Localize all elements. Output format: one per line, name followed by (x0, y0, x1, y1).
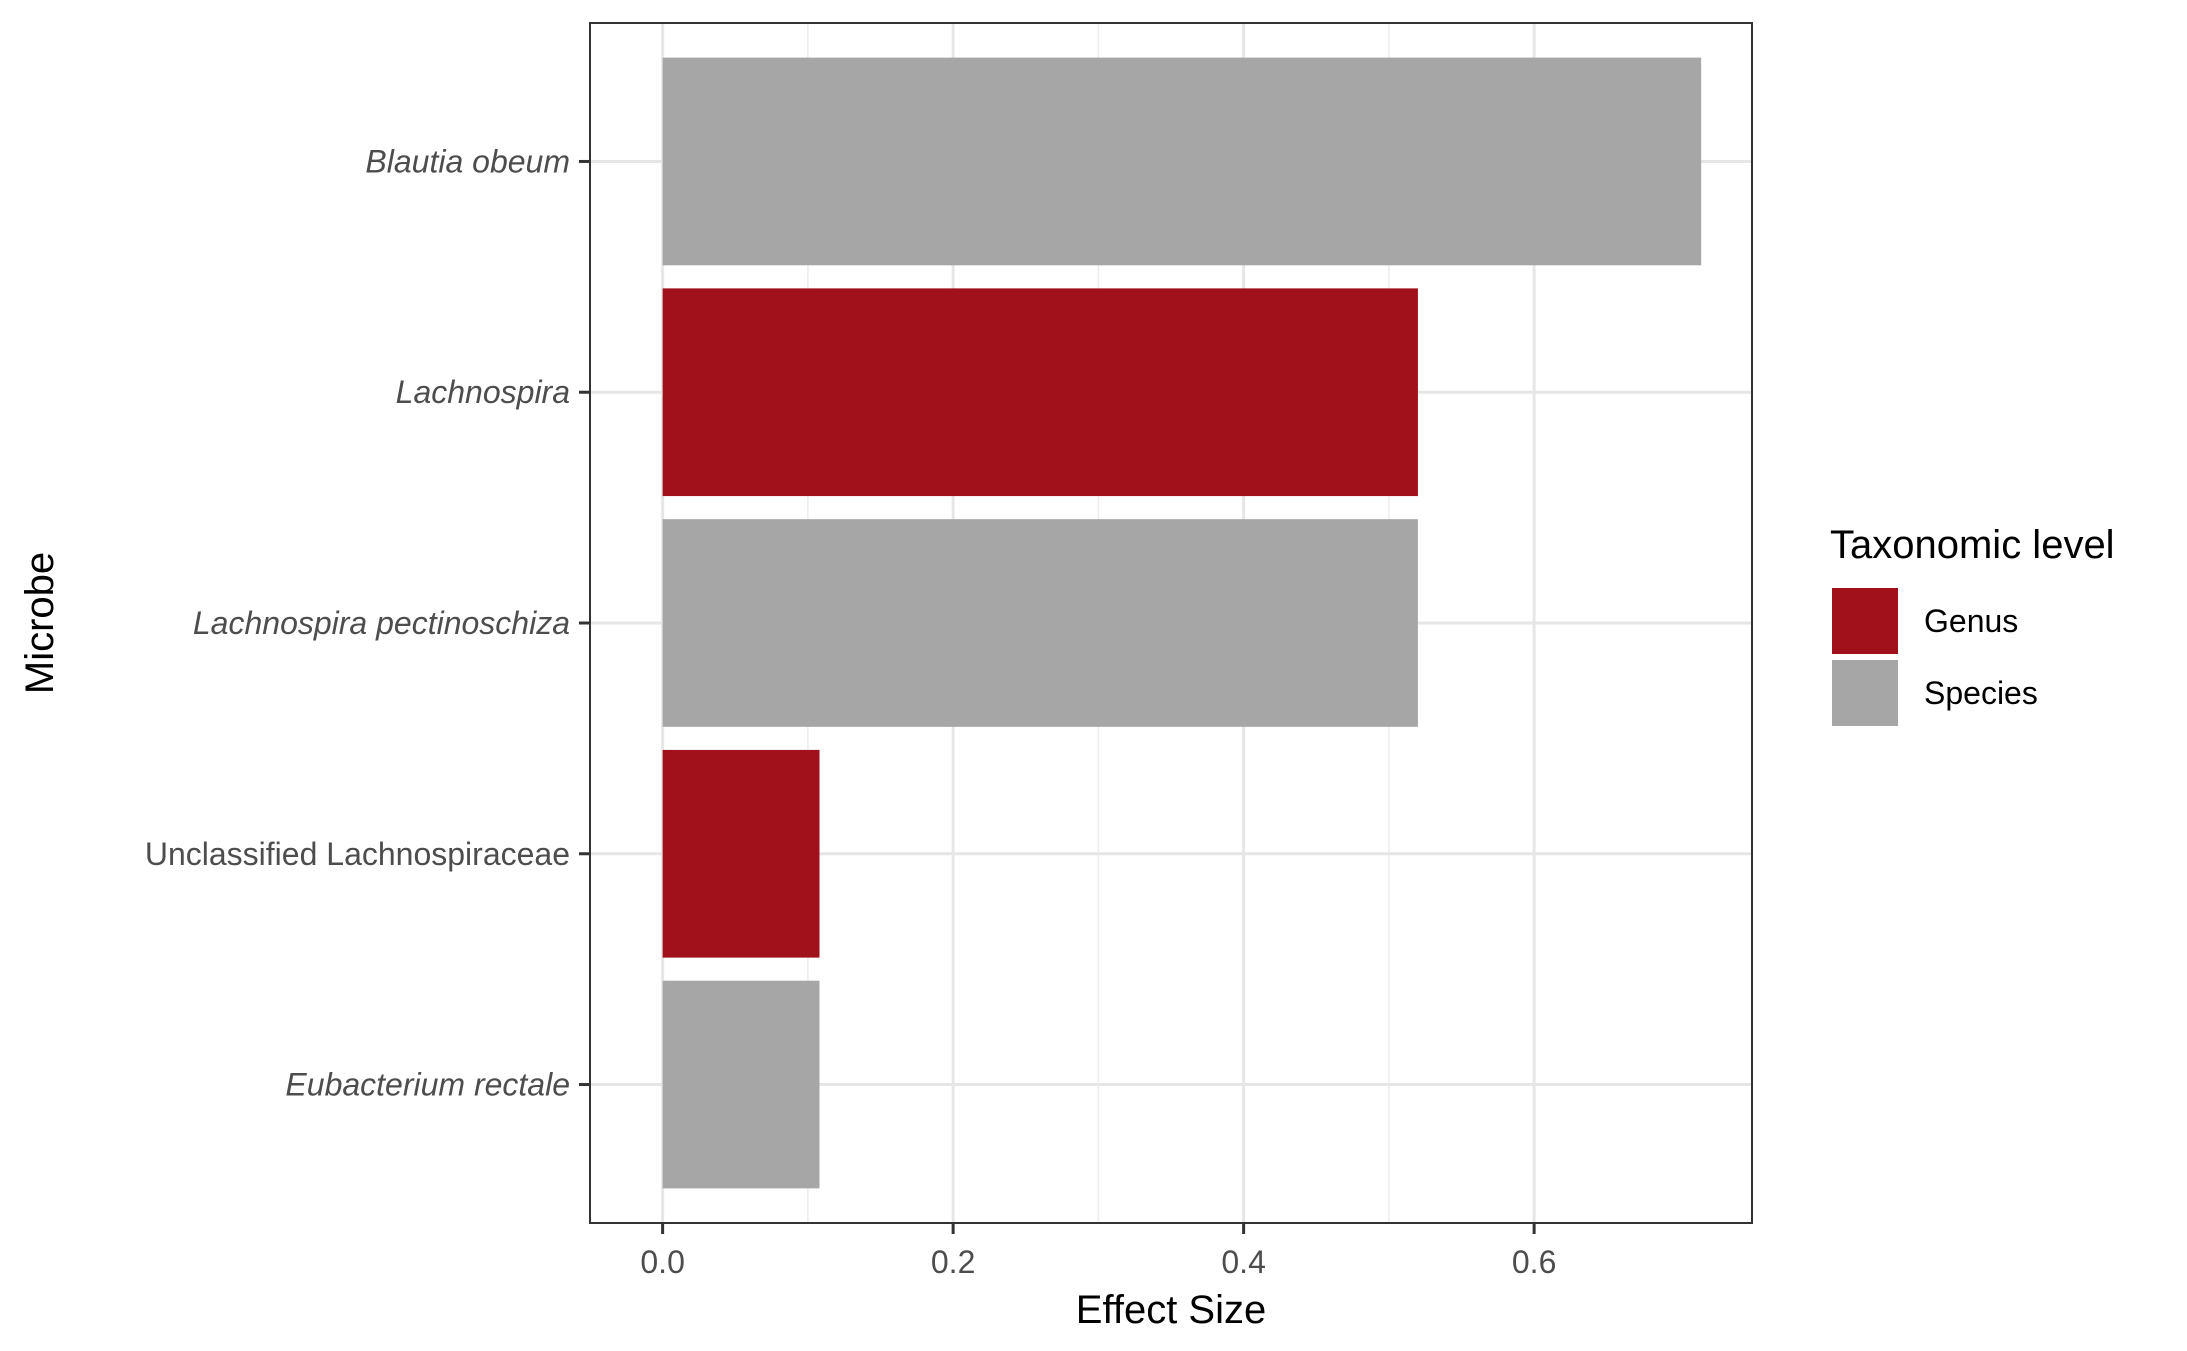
bar-blautia-obeum (662, 57, 1702, 266)
y-tick-label: Blautia obeum (365, 143, 570, 179)
y-axis-title: Microbe (18, 552, 62, 694)
y-tick-label: Eubacterium rectale (285, 1067, 570, 1103)
legend: Taxonomic level Genus Species (1830, 523, 2115, 726)
bar-lachnospira-pectinoschiza (662, 519, 1418, 727)
bar-lachnospira (662, 288, 1418, 497)
y-tick-label: Unclassified Lachnospiraceae (145, 836, 570, 872)
legend-key-genus (1832, 588, 1898, 654)
x-axis: 0.0 0.2 0.4 0.6 (640, 1223, 1556, 1280)
bars-group (662, 57, 1702, 1189)
x-tick-label: 0.6 (1512, 1244, 1556, 1280)
legend-label: Genus (1924, 603, 2018, 639)
x-tick-label: 0.0 (640, 1244, 684, 1280)
x-tick-label: 0.2 (931, 1244, 975, 1280)
y-tick-label: Lachnospira (396, 374, 570, 410)
bar-unclassified-lachnospiraceae (662, 749, 820, 958)
y-axis: Blautia obeum Lachnospira Lachnospira pect… (145, 143, 590, 1103)
legend-label: Species (1924, 675, 2038, 711)
bar-eubacterium-rectale (662, 980, 820, 1189)
x-axis-title: Effect Size (1076, 1288, 1266, 1332)
y-tick-label: Lachnospira pectinoschiza (193, 605, 570, 641)
legend-key-species (1832, 660, 1898, 726)
x-tick-label: 0.4 (1221, 1244, 1265, 1280)
legend-title: Taxonomic level (1830, 523, 2115, 567)
